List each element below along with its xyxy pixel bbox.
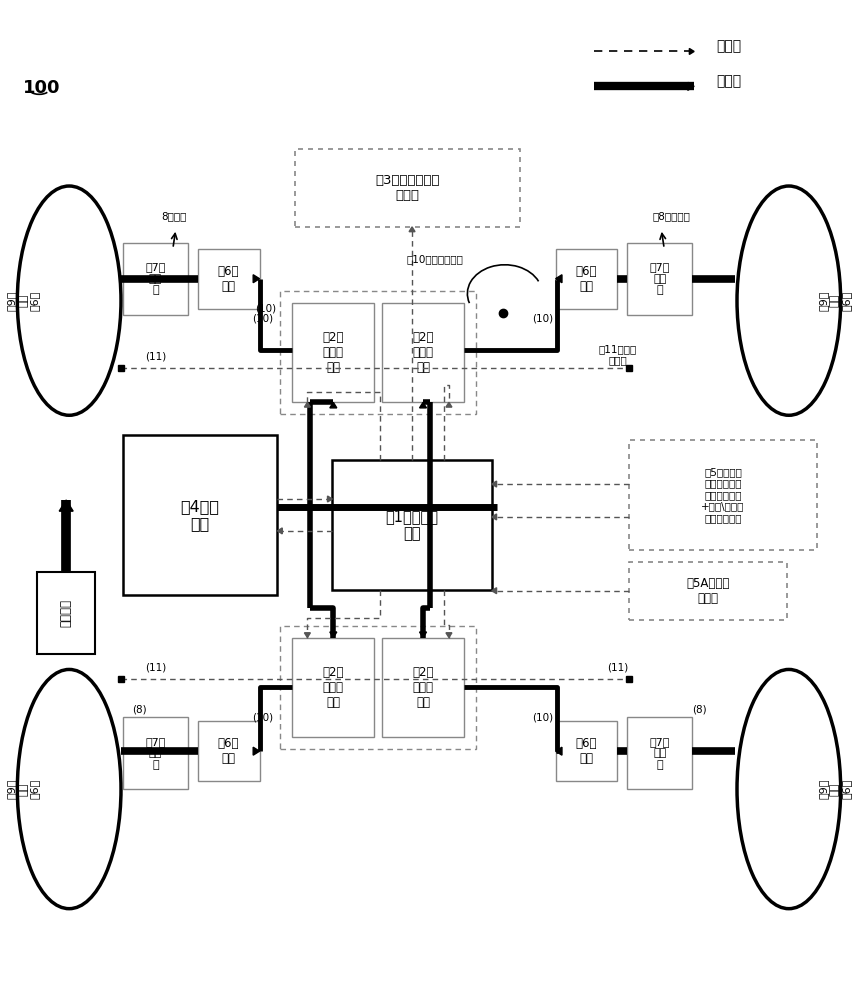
Text: （9）
车轮
（6）: （9） 车轮 （6）	[7, 779, 40, 799]
Polygon shape	[329, 632, 337, 638]
Text: 车头方向: 车头方向	[60, 599, 73, 627]
Text: （6）
电机: （6） 电机	[576, 737, 597, 765]
Text: （5）偏航率
传感器（横摆
角速度传感器
+纵向\侧向加
速度传感器）: （5）偏航率 传感器（横摆 角速度传感器 +纵向\侧向加 速度传感器）	[701, 467, 745, 523]
Bar	[556, 249, 618, 309]
Polygon shape	[688, 82, 694, 90]
Bar	[281, 626, 476, 749]
Text: （2）
电机控
制器: （2） 电机控 制器	[413, 666, 434, 709]
Polygon shape	[305, 633, 311, 638]
Polygon shape	[492, 588, 497, 594]
Polygon shape	[277, 528, 282, 534]
Bar	[123, 243, 188, 315]
Bar	[382, 638, 464, 737]
Text: （6）
电机: （6） 电机	[218, 737, 239, 765]
Text: (11): (11)	[607, 662, 628, 672]
Text: （10）旋变传感器: （10）旋变传感器	[407, 254, 463, 264]
Text: （9）
车轮
（6）: （9） 车轮 （6）	[7, 290, 40, 311]
Bar	[630, 440, 817, 550]
Polygon shape	[556, 747, 562, 755]
Text: 100: 100	[23, 79, 61, 97]
Bar	[123, 435, 277, 595]
Text: （1）整车控
制器: （1）整车控 制器	[385, 509, 438, 541]
Polygon shape	[446, 633, 452, 638]
Polygon shape	[305, 402, 311, 407]
Text: （5A）车速
传感器: （5A）车速 传感器	[686, 577, 730, 605]
Polygon shape	[59, 500, 73, 511]
Text: （2）
电机控
制器: （2） 电机控 制器	[413, 331, 434, 374]
Bar	[382, 303, 464, 402]
Text: 8传动轴: 8传动轴	[161, 211, 186, 221]
Polygon shape	[689, 48, 694, 54]
Text: （9）
车轮
（6）: （9） 车轮 （6）	[818, 290, 851, 311]
Polygon shape	[328, 496, 332, 502]
Bar	[332, 460, 492, 590]
Ellipse shape	[17, 186, 121, 415]
Text: (10): (10)	[252, 712, 273, 722]
Ellipse shape	[737, 669, 841, 909]
Bar	[123, 717, 188, 789]
Bar	[197, 249, 260, 309]
Text: （11）轮速
传感器: （11）轮速 传感器	[598, 344, 637, 365]
Ellipse shape	[17, 669, 121, 909]
Text: （6）
电机: （6） 电机	[576, 265, 597, 293]
Bar	[293, 638, 374, 737]
Bar	[627, 243, 692, 315]
Polygon shape	[420, 632, 426, 638]
Text: （7）
变速
器: （7） 变速 器	[650, 262, 670, 295]
Text: （8）传动轴: （8）传动轴	[652, 211, 690, 221]
Bar	[281, 291, 476, 414]
Text: （3）方向盘转角
传感器: （3）方向盘转角 传感器	[375, 174, 440, 202]
Bar	[293, 303, 374, 402]
Text: (10): (10)	[533, 314, 553, 324]
Polygon shape	[556, 275, 562, 283]
Polygon shape	[329, 402, 337, 408]
Text: (11): (11)	[145, 662, 166, 672]
Bar	[197, 721, 260, 781]
Text: 信号线: 信号线	[716, 39, 741, 53]
Bar	[37, 572, 95, 654]
Bar	[630, 562, 787, 620]
Text: （7）
变速
器: （7） 变速 器	[145, 737, 166, 770]
Polygon shape	[446, 402, 452, 407]
Ellipse shape	[737, 186, 841, 415]
Bar	[627, 717, 692, 789]
Text: （7）
变速
器: （7） 变速 器	[650, 737, 670, 770]
Text: (10): (10)	[255, 304, 276, 314]
Text: (10): (10)	[252, 314, 273, 324]
Polygon shape	[492, 481, 497, 487]
Text: （9）
车轮
（6）: （9） 车轮 （6）	[818, 779, 851, 799]
Polygon shape	[409, 227, 415, 232]
Text: （4）电
池包: （4）电 池包	[181, 499, 220, 531]
Text: (10): (10)	[533, 712, 553, 722]
Polygon shape	[253, 275, 260, 283]
Text: (11): (11)	[145, 351, 166, 361]
Text: 电流线: 电流线	[716, 74, 741, 88]
Polygon shape	[492, 514, 497, 520]
Text: (8): (8)	[131, 704, 146, 714]
Bar	[295, 149, 520, 227]
Text: （2）
电机控
制器: （2） 电机控 制器	[323, 331, 344, 374]
Polygon shape	[253, 747, 260, 755]
Text: (8): (8)	[692, 704, 706, 714]
Bar	[556, 721, 618, 781]
Text: （2）
电机控
制器: （2） 电机控 制器	[323, 666, 344, 709]
Text: （7）
变速
器: （7） 变速 器	[145, 262, 166, 295]
Polygon shape	[420, 402, 426, 408]
Text: （6）
电机: （6） 电机	[218, 265, 239, 293]
